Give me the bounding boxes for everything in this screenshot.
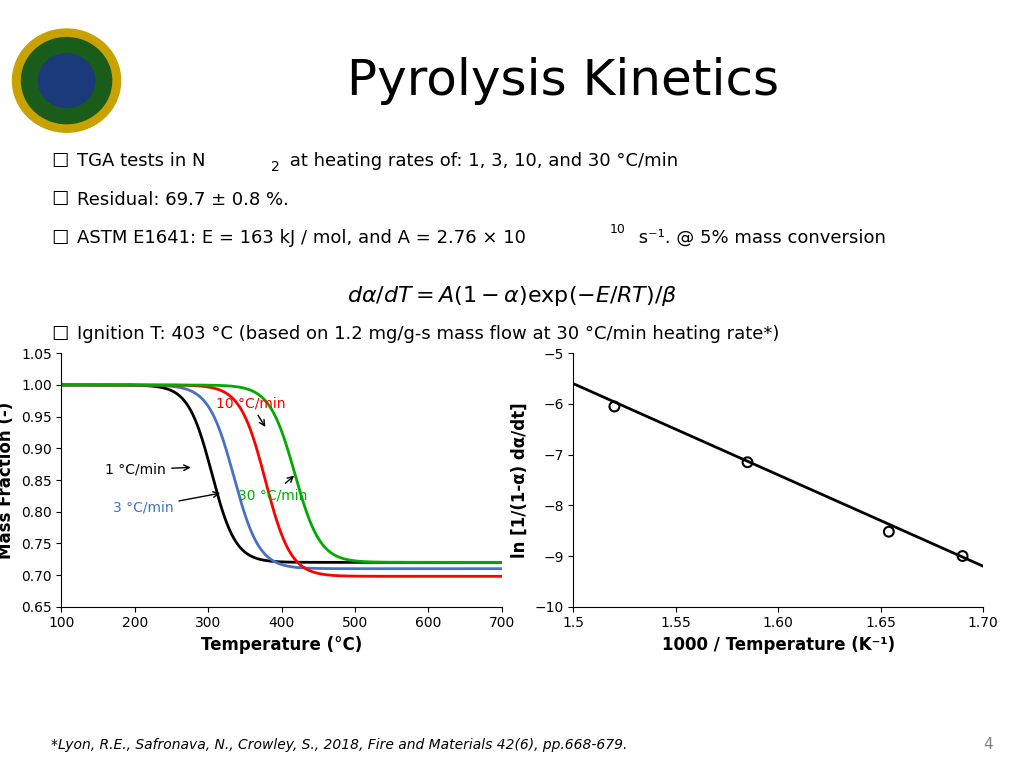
X-axis label: Temperature (°C): Temperature (°C) [201, 636, 362, 654]
Circle shape [22, 38, 112, 124]
Circle shape [39, 54, 95, 108]
Point [606, 400, 623, 412]
X-axis label: 1000 / Temperature (K⁻¹): 1000 / Temperature (K⁻¹) [662, 636, 895, 654]
Y-axis label: ln [1/(1-α) dα/dt]: ln [1/(1-α) dα/dt] [511, 402, 529, 558]
Text: ☐: ☐ [51, 229, 69, 247]
Text: Pyrolysis Kinetics: Pyrolysis Kinetics [347, 57, 779, 104]
Point [954, 550, 971, 562]
Text: Ignition T: 403 °C (based on 1.2 mg/g-s mass flow at 30 °C/min heating rate*): Ignition T: 403 °C (based on 1.2 mg/g-s … [77, 325, 779, 343]
Text: $d\alpha/dT = A(1-\alpha)\exp(-E/RT)/\beta$: $d\alpha/dT = A(1-\alpha)\exp(-E/RT)/\be… [347, 283, 677, 308]
Text: ☐: ☐ [51, 325, 69, 343]
Point [739, 456, 756, 468]
Text: 10 °C/min: 10 °C/min [216, 396, 285, 425]
Text: 1 °C/min: 1 °C/min [105, 462, 189, 477]
Text: 2: 2 [271, 160, 281, 174]
Text: Residual: 69.7 ± 0.8 %.: Residual: 69.7 ± 0.8 %. [77, 190, 289, 209]
Text: 10: 10 [609, 223, 626, 236]
Text: s⁻¹. @ 5% mass conversion: s⁻¹. @ 5% mass conversion [633, 229, 886, 247]
Text: *Lyon, R.E., Safronava, N., Crowley, S., 2018, Fire and Materials 42(6), pp.668-: *Lyon, R.E., Safronava, N., Crowley, S.,… [51, 738, 628, 752]
Text: TGA tests in N: TGA tests in N [77, 152, 205, 170]
Text: ☐: ☐ [51, 190, 69, 209]
Text: 3 °C/min: 3 °C/min [113, 492, 219, 515]
Text: at heating rates of: 1, 3, 10, and 30 °C/min: at heating rates of: 1, 3, 10, and 30 °C… [284, 152, 678, 170]
Circle shape [12, 29, 121, 132]
Point [881, 525, 897, 538]
Text: 30 °C/min: 30 °C/min [238, 476, 307, 502]
Y-axis label: Mass Fraction (-): Mass Fraction (-) [0, 402, 15, 558]
Text: 4: 4 [983, 737, 992, 753]
Text: ☐: ☐ [51, 152, 69, 170]
Text: ASTM E1641: E = 163 kJ / mol, and A = 2.76 × 10: ASTM E1641: E = 163 kJ / mol, and A = 2.… [77, 229, 525, 247]
